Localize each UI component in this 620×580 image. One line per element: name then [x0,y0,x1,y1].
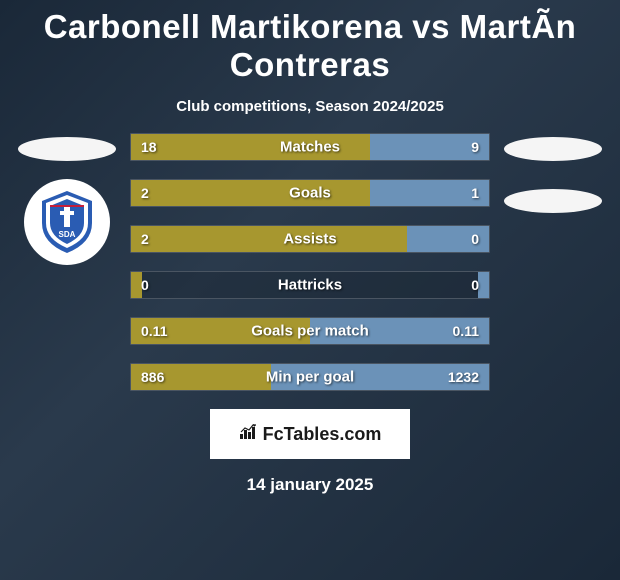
stat-label: Goals per match [251,323,369,340]
date-label: 14 january 2025 [0,475,620,495]
stat-label: Assists [283,231,336,248]
brand-box: FcTables.com [210,409,410,459]
left-column: SDA [8,133,126,391]
svg-text:SDA: SDA [59,230,76,239]
stat-value-left: 0 [141,277,149,293]
chart-icon [239,424,259,445]
player-ellipse-right [504,137,602,161]
club-shield-icon: SDA [38,189,96,255]
right-column [494,133,612,391]
stat-fill-right [478,272,489,298]
stat-value-left: 18 [141,139,157,155]
stat-row: 0 Hattricks 0 [130,271,490,299]
stat-label: Min per goal [266,369,354,386]
stat-row: 2 Assists 0 [130,225,490,253]
stat-row: 2 Goals 1 [130,179,490,207]
stat-value-right: 0 [471,277,479,293]
club-logo-left: SDA [24,179,110,265]
club-ellipse-right [504,189,602,213]
stat-value-right: 1232 [448,369,479,385]
main-row: SDA 18 Matches 9 2 Goals 1 2 Assists 0 0 Hattricks… [0,133,620,391]
brand-content: FcTables.com [239,424,382,445]
stat-label: Matches [280,139,340,156]
stat-value-left: 886 [141,369,164,385]
stat-value-right: 1 [471,185,479,201]
stat-bars: 18 Matches 9 2 Goals 1 2 Assists 0 0 Hattricks 0 0.1… [126,133,494,391]
content-wrapper: { "title": "Carbonell Martikorena vs Mar… [0,0,620,580]
stat-row: 18 Matches 9 [130,133,490,161]
stat-label: Goals [289,185,331,202]
stat-value-right: 9 [471,139,479,155]
stat-row: 886 Min per goal 1232 [130,363,490,391]
page-title: Carbonell Martikorena vs MartÃ­n Contrer… [0,0,620,84]
player-ellipse-left [18,137,116,161]
brand-label: FcTables.com [263,424,382,445]
stat-row: 0.11 Goals per match 0.11 [130,317,490,345]
stat-value-right: 0 [471,231,479,247]
stat-label: Hattricks [278,277,342,294]
stat-value-left: 0.11 [141,323,167,339]
stat-fill-left [131,226,407,252]
stat-value-right: 0.11 [453,323,479,339]
subtitle: Club competitions, Season 2024/2025 [0,98,620,115]
stat-value-left: 2 [141,185,149,201]
stat-value-left: 2 [141,231,149,247]
stat-fill-left [131,180,370,206]
